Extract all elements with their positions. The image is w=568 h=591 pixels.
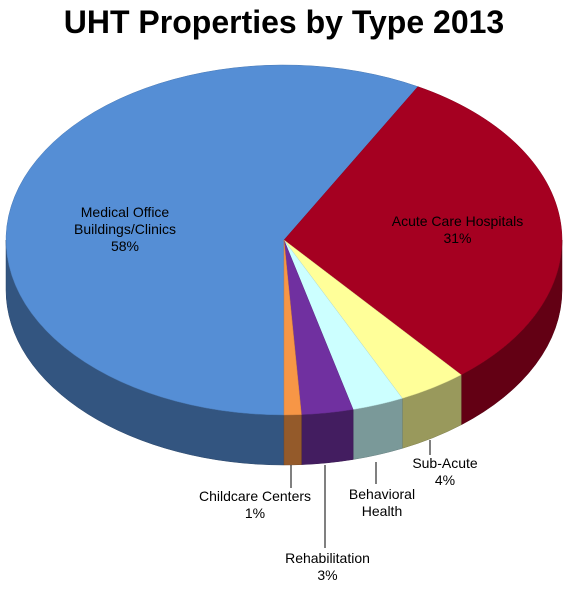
category-label: Sub-Acute — [412, 455, 478, 471]
value-label: 4% — [434, 472, 456, 488]
slice — [5, 64, 419, 416]
value-label: 58% — [110, 238, 140, 254]
category-label: Medical Office Buildings/Clinics — [74, 204, 176, 237]
category-label: Childcare Centers — [198, 488, 312, 504]
chart-title: UHT Properties by Type 2013 — [63, 4, 505, 40]
slice-side — [283, 414, 302, 466]
slice-label: Childcare Centers 1% — [180, 488, 330, 522]
value-label: 1% — [244, 505, 266, 521]
slice — [283, 239, 302, 416]
slice-label: Medical Office Buildings/Clinics 58% — [55, 204, 195, 255]
slice — [283, 86, 563, 376]
slice-label: Rehabilitation 3% — [270, 550, 385, 584]
slice-label: Acute Care Hospitals 31% — [370, 213, 545, 247]
category-label: Behavioral Health — [348, 486, 416, 519]
slice-side — [301, 409, 354, 465]
category-label: Acute Care Hospitals — [391, 213, 524, 229]
value-label: 31% — [443, 230, 472, 246]
slice-label: Sub-Acute 4% — [410, 455, 480, 489]
category-label: Rehabilitation — [285, 550, 370, 566]
slice-label: Behavioral Health — [338, 486, 426, 520]
value-label: 3% — [317, 567, 338, 583]
